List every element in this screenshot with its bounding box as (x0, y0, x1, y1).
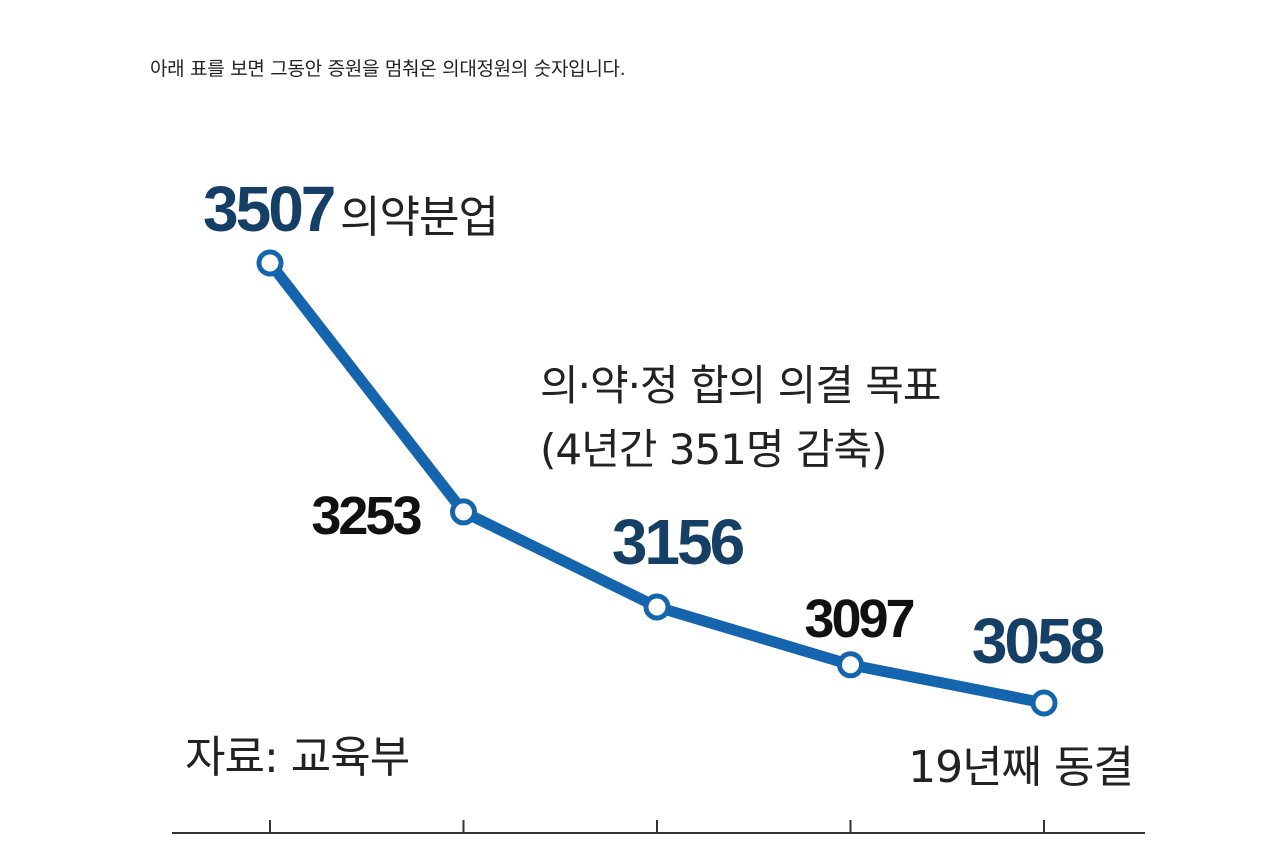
data-label: 3253 (311, 486, 421, 546)
data-labels: 3507 3253 3156 3097 3058 (203, 173, 1107, 677)
data-label: 3507 (203, 173, 334, 245)
data-point (643, 593, 671, 621)
data-point (837, 651, 864, 679)
intro-text: 아래 표를 보면 그동안 증원을 멈춰온 의대정원의 숫자입니다. (150, 58, 626, 80)
data-point (256, 249, 284, 277)
source-note: 자료: 교육부 (185, 732, 409, 783)
data-label: 3097 (804, 589, 913, 649)
last-point-note: 19년째 동결 (908, 742, 1133, 793)
data-point (450, 498, 477, 526)
data-label: 3058 (972, 605, 1104, 677)
series-line (264, 257, 1050, 709)
agreement-note-line2: (4년간 351명 감축) (540, 425, 887, 474)
x-axis-ticks (269, 820, 1045, 833)
data-points (256, 249, 1058, 717)
first-point-note: 의약분업 (340, 192, 498, 243)
agreement-note-line1: 의·약·정 합의 의결 목표 (540, 361, 941, 410)
data-label: 3156 (612, 506, 744, 578)
data-point (1030, 689, 1058, 717)
